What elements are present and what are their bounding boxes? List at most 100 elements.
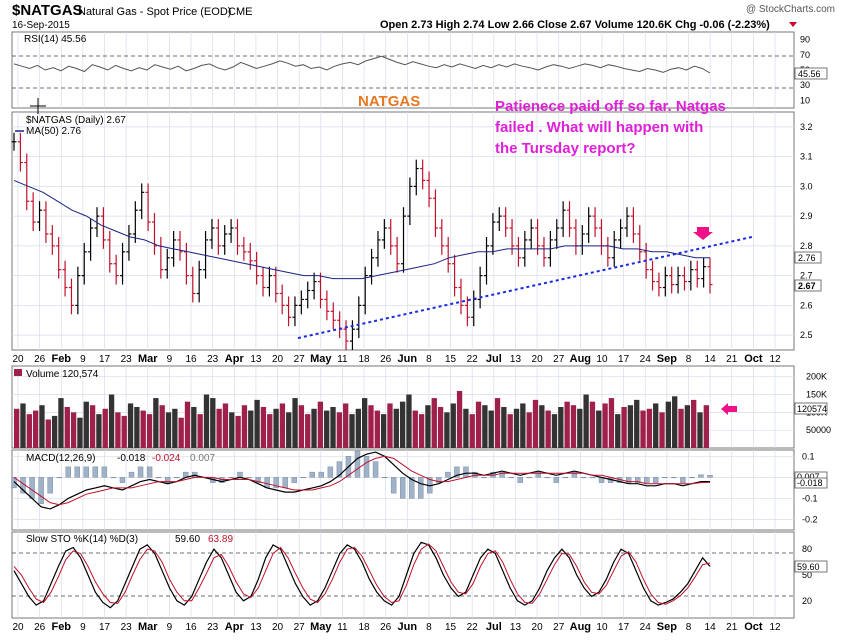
price-bar bbox=[420, 159, 426, 190]
price-bar bbox=[324, 290, 330, 321]
watermark: @ StockCharts.com bbox=[746, 4, 835, 15]
volume-tick-label: 150K bbox=[806, 390, 827, 400]
volume-bar bbox=[634, 399, 640, 448]
bottom-date-label: 9 bbox=[80, 622, 86, 633]
volume-bar bbox=[336, 412, 343, 448]
volume-panel: Volume 120,574 200K150K100K50000 120574 bbox=[11, 365, 831, 449]
volume-bar bbox=[602, 403, 608, 448]
price-bar bbox=[592, 207, 598, 237]
bottom-date-label: 20 bbox=[12, 622, 24, 633]
macd-hist-bar bbox=[74, 466, 80, 478]
volume-bar bbox=[286, 412, 292, 448]
price-bar bbox=[496, 207, 502, 231]
price-bar bbox=[286, 296, 292, 327]
macd-hist-bar bbox=[499, 471, 505, 478]
top-date-label: 23 bbox=[121, 354, 133, 365]
bottom-date-label: 23 bbox=[121, 622, 133, 633]
price-bar bbox=[554, 219, 560, 249]
volume-bar bbox=[374, 410, 380, 448]
volume-bar bbox=[589, 401, 596, 448]
bottom-date-label: 17 bbox=[618, 622, 630, 633]
price-bar bbox=[541, 236, 547, 267]
volume-bar bbox=[317, 401, 324, 448]
volume-bar bbox=[501, 407, 507, 448]
natgas-label: NATGAS bbox=[358, 93, 420, 110]
volume-bar bbox=[551, 414, 558, 448]
volume-bar bbox=[577, 408, 583, 448]
volume-bar bbox=[83, 401, 89, 448]
macd-hist-bar bbox=[128, 471, 135, 478]
price-bar bbox=[62, 260, 68, 297]
comment-line-2: failed . What will happen with bbox=[495, 119, 703, 136]
volume-bar bbox=[140, 410, 146, 448]
volume-bar bbox=[260, 407, 267, 448]
volume-bar bbox=[659, 412, 665, 448]
volume-bar bbox=[475, 401, 482, 448]
ma-value-label: 2.76 bbox=[798, 253, 816, 263]
price-bar bbox=[662, 266, 668, 297]
price-bar bbox=[30, 192, 36, 231]
bottom-date-label: Mar bbox=[138, 621, 158, 633]
sto-value-label: 59.60 bbox=[797, 562, 820, 572]
volume-bar bbox=[241, 405, 248, 448]
volume-bar bbox=[558, 407, 564, 448]
comment-line-1: Patienece paid off so far. Natgas bbox=[495, 98, 726, 115]
macd-hist-bar bbox=[418, 477, 424, 499]
volume-bar bbox=[482, 405, 488, 448]
top-date-label: 21 bbox=[726, 354, 738, 365]
bottom-date-label: 10 bbox=[596, 622, 608, 633]
price-bar bbox=[439, 219, 445, 255]
volume-bar bbox=[697, 412, 703, 448]
bottom-date-label: 11 bbox=[337, 622, 348, 633]
top-date-label: 15 bbox=[445, 354, 457, 365]
volume-bar bbox=[545, 410, 551, 448]
macd-hist-bar bbox=[38, 477, 44, 504]
macd-value-label: -0.018 bbox=[797, 478, 823, 488]
price-bar bbox=[624, 207, 630, 237]
volume-bar bbox=[627, 405, 634, 448]
macd-hist-bar bbox=[164, 477, 171, 483]
price-bar bbox=[407, 177, 413, 226]
volume-bar bbox=[343, 403, 349, 448]
volume-value-label: 120574 bbox=[797, 404, 827, 414]
volume-bar bbox=[172, 408, 178, 448]
macd-hist-bar bbox=[436, 477, 442, 483]
macd-hist-bar bbox=[146, 466, 153, 478]
volume-bar bbox=[355, 408, 361, 448]
volume-bar bbox=[248, 410, 254, 448]
price-bar bbox=[164, 248, 170, 279]
top-date-label: 20 bbox=[532, 354, 544, 365]
macd-hist-bar bbox=[454, 466, 460, 478]
macd-value-2: -0.024 bbox=[152, 453, 181, 464]
rsi-tick-label: 90 bbox=[800, 35, 810, 45]
macd-panel: MACD(12,26,9) -0.018 -0.024 0.007 0.1 0.0… bbox=[11, 449, 828, 531]
price-bar bbox=[675, 266, 681, 294]
bottom-date-label: 16 bbox=[185, 622, 197, 633]
bottom-date-label: 22 bbox=[467, 622, 479, 633]
chart-header: $NATGAS Natural Gas - Spot Price (EOD) C… bbox=[12, 2, 835, 31]
date-axis-top: 20 26 Feb 9 17 23 Mar 9 16 23 Apr 13 20 27 May 11 18 26 Ju… bbox=[12, 353, 781, 365]
bottom-date-label: Feb bbox=[51, 621, 71, 633]
top-date-label: 13 bbox=[250, 354, 262, 365]
volume-bar bbox=[178, 417, 184, 448]
volume-bar bbox=[608, 398, 615, 448]
volume-bar bbox=[330, 407, 336, 448]
macd-hist-bar bbox=[517, 477, 523, 483]
volume-bar bbox=[526, 412, 532, 448]
macd-hist-bar bbox=[101, 466, 108, 478]
volume-bar bbox=[70, 412, 77, 448]
volume-bar bbox=[583, 394, 589, 448]
sto-k-line bbox=[13, 541, 711, 609]
macd-signal-line bbox=[13, 455, 711, 506]
price-bar bbox=[241, 236, 247, 261]
bottom-date-label: Aug bbox=[570, 621, 591, 633]
volume-bar bbox=[368, 405, 374, 448]
volume-bar bbox=[102, 408, 108, 448]
macd-hist-bar bbox=[671, 477, 677, 479]
volume-tick-label: 200K bbox=[806, 372, 827, 382]
top-date-label: 26 bbox=[380, 354, 392, 365]
volume-bar bbox=[362, 398, 368, 448]
price-bar bbox=[618, 219, 624, 249]
volume-bar bbox=[387, 403, 393, 448]
volume-bar bbox=[672, 396, 678, 448]
